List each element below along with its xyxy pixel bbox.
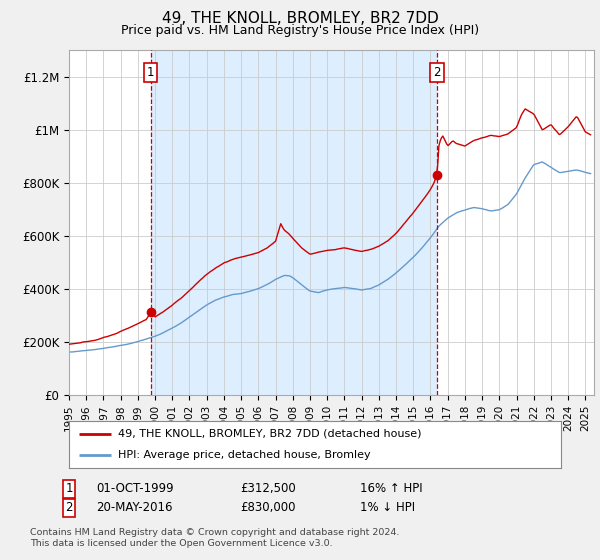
Text: 20-MAY-2016: 20-MAY-2016 bbox=[96, 501, 173, 515]
Text: 2: 2 bbox=[433, 67, 441, 80]
Text: 1: 1 bbox=[65, 482, 73, 496]
Text: 49, THE KNOLL, BROMLEY, BR2 7DD (detached house): 49, THE KNOLL, BROMLEY, BR2 7DD (detache… bbox=[118, 428, 422, 438]
Text: 16% ↑ HPI: 16% ↑ HPI bbox=[360, 482, 422, 496]
Text: £312,500: £312,500 bbox=[240, 482, 296, 496]
Text: Contains HM Land Registry data © Crown copyright and database right 2024.
This d: Contains HM Land Registry data © Crown c… bbox=[30, 528, 400, 548]
Text: 1% ↓ HPI: 1% ↓ HPI bbox=[360, 501, 415, 515]
Text: HPI: Average price, detached house, Bromley: HPI: Average price, detached house, Brom… bbox=[118, 450, 371, 460]
Text: 01-OCT-1999: 01-OCT-1999 bbox=[96, 482, 173, 496]
Text: 1: 1 bbox=[147, 67, 155, 80]
Bar bbox=[151, 50, 437, 395]
Text: 2: 2 bbox=[65, 501, 73, 515]
Text: £830,000: £830,000 bbox=[240, 501, 296, 515]
Text: Price paid vs. HM Land Registry's House Price Index (HPI): Price paid vs. HM Land Registry's House … bbox=[121, 24, 479, 36]
Text: 49, THE KNOLL, BROMLEY, BR2 7DD: 49, THE KNOLL, BROMLEY, BR2 7DD bbox=[161, 11, 439, 26]
